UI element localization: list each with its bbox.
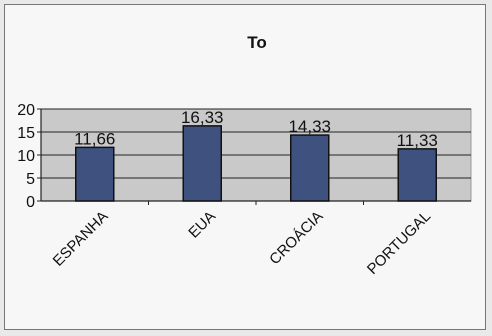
x-tick-label: CROÁCIA: [266, 208, 326, 268]
y-tick-label: 5: [26, 171, 35, 188]
chart-frame: To 0 5 10 15 20 11,66 ESPANHA 16,33 EUA 14,33 CROÁC…: [4, 4, 486, 330]
chart-title: To: [247, 33, 267, 52]
x-tick-label: EUA: [185, 208, 219, 242]
x-tick-label: PORTUGAL: [364, 208, 434, 278]
bar-portugal: [397, 148, 437, 202]
y-tick-label: 10: [17, 148, 35, 165]
bar-croácia: [290, 134, 330, 202]
bar-chart: To 0 5 10 15 20 11,66 ESPANHA 16,33 EUA 14,33 CROÁC…: [17, 33, 472, 278]
y-tick-label: 0: [26, 194, 35, 211]
x-tick-label: ESPANHA: [50, 208, 112, 270]
data-label: 11,33: [397, 131, 438, 150]
data-label: 11,66: [74, 129, 115, 148]
data-label: 14,33: [288, 117, 331, 136]
data-label: 16,33: [181, 108, 224, 127]
y-tick-label: 15: [17, 125, 35, 142]
bar-eua: [182, 125, 222, 202]
bar-espanha: [75, 146, 115, 202]
y-tick-label: 20: [17, 102, 35, 119]
